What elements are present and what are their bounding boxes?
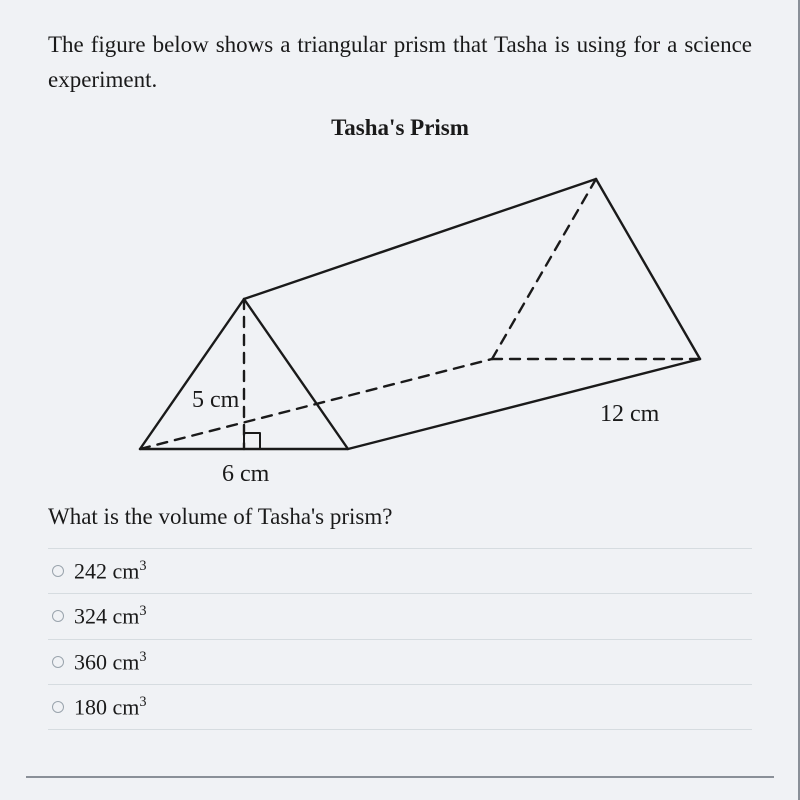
radio-icon <box>52 656 64 668</box>
sub-question: What is the volume of Tasha's prism? <box>48 504 752 530</box>
label-height: 5 cm <box>192 387 240 413</box>
prism-figure: 5 cm 6 cm 12 cm <box>48 149 752 494</box>
frame-bottom-edge <box>26 776 774 778</box>
option-d[interactable]: 180 cm3 <box>48 684 752 730</box>
question-text: The figure below shows a triangular pris… <box>48 28 752 97</box>
option-label: 360 cm3 <box>74 649 147 675</box>
option-label: 242 cm3 <box>74 558 147 584</box>
radio-icon <box>52 565 64 577</box>
answer-options: 242 cm3 324 cm3 360 cm3 180 cm3 <box>48 548 752 730</box>
option-c[interactable]: 360 cm3 <box>48 639 752 684</box>
option-label: 180 cm3 <box>74 694 147 720</box>
option-label: 324 cm3 <box>74 603 147 629</box>
figure-title: Tasha's Prism <box>48 115 752 141</box>
radio-icon <box>52 610 64 622</box>
label-length: 12 cm <box>600 401 660 427</box>
prism-svg: 5 cm 6 cm 12 cm <box>80 149 720 489</box>
label-base: 6 cm <box>222 461 270 487</box>
option-b[interactable]: 324 cm3 <box>48 593 752 638</box>
option-a[interactable]: 242 cm3 <box>48 548 752 593</box>
radio-icon <box>52 701 64 713</box>
